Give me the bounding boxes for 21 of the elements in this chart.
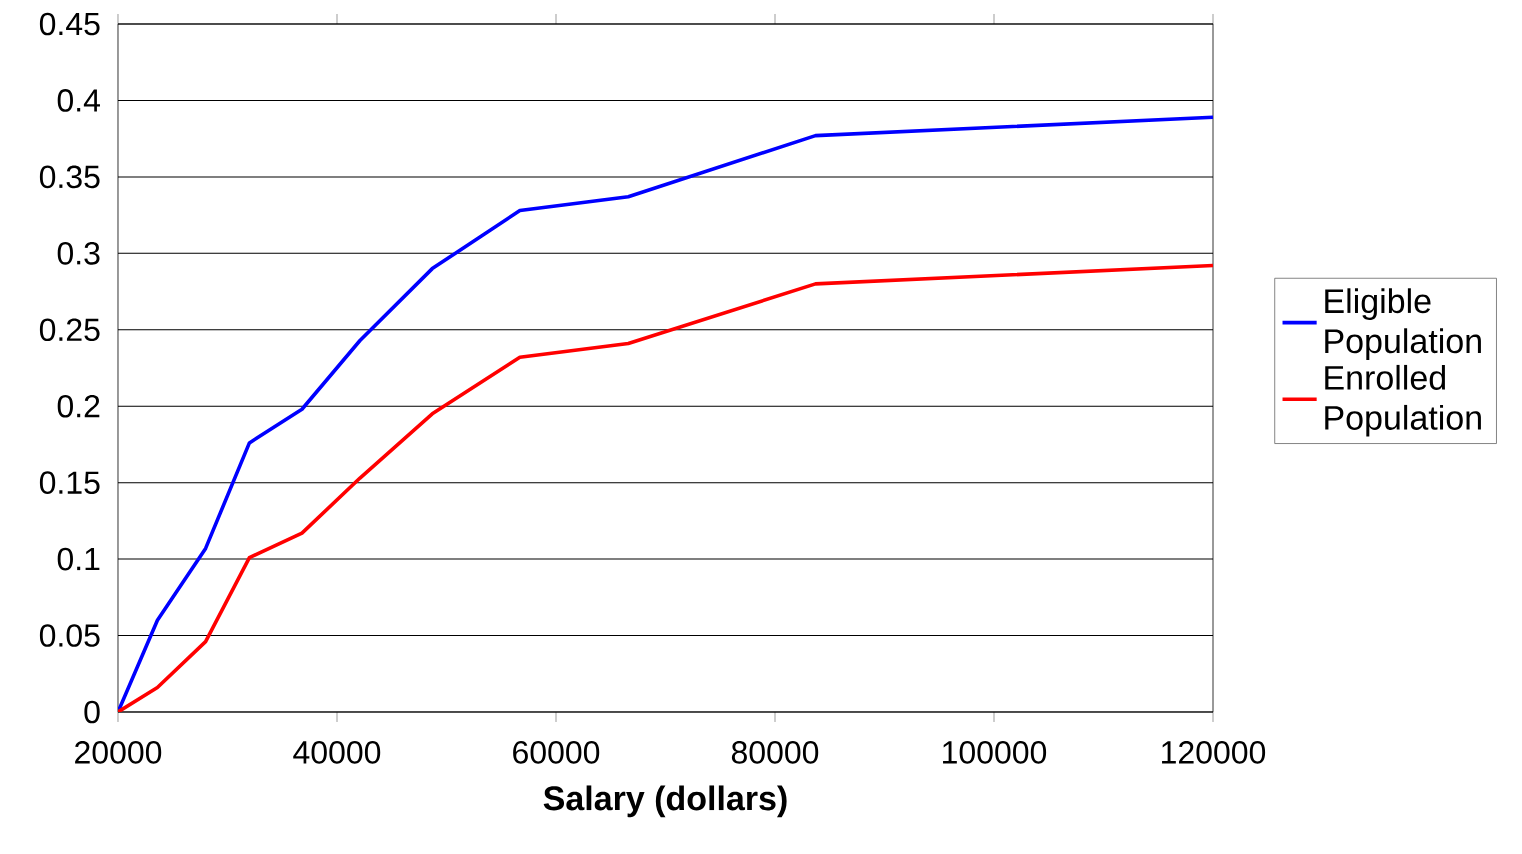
y-tick-label: 0.4 <box>57 89 100 112</box>
legend-label: Enrolled Population <box>1325 364 1481 437</box>
x-tick-label: 120000 <box>1162 741 1266 764</box>
y-tick-label: 0.35 <box>39 165 100 189</box>
y-tick-label: 0.15 <box>39 471 100 494</box>
y-tick-label: 0.05 <box>39 624 100 647</box>
y-tick-label: 0 <box>84 700 100 724</box>
x-tick-label: 60000 <box>513 741 600 764</box>
x-tick-label: 40000 <box>293 741 381 764</box>
x-tick-label: 20000 <box>75 741 162 764</box>
line-series <box>118 263 1213 712</box>
y-tick-label: 0.45 <box>39 12 100 36</box>
line-series <box>118 115 1213 712</box>
legend-label: Eligible Population <box>1325 288 1481 360</box>
x-tick-label: 80000 <box>731 741 819 764</box>
y-tick-label: 0.2 <box>57 394 100 418</box>
x-axis-title: Salary (dollars) <box>543 785 787 818</box>
y-tick-label: 0.25 <box>39 318 100 342</box>
x-tick-label: 100000 <box>943 741 1047 764</box>
y-tick-label: 0.1 <box>57 547 100 571</box>
y-tick-label: 0.3 <box>57 242 100 265</box>
